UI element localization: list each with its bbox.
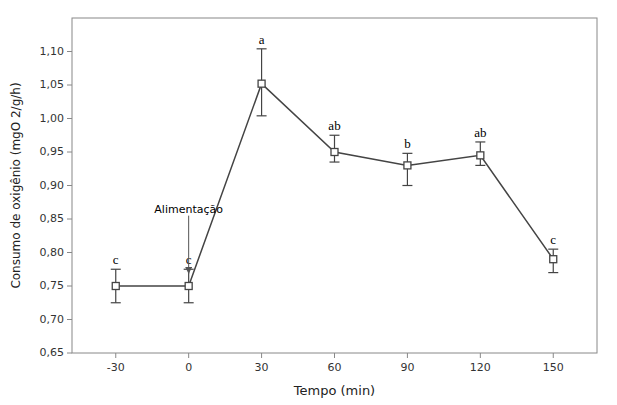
annotation-arrow	[188, 216, 189, 274]
y-tick	[67, 152, 72, 153]
y-tick	[67, 353, 72, 354]
y-tick	[67, 219, 72, 220]
error-bar-cap	[548, 272, 558, 273]
y-tick	[67, 85, 72, 86]
error-bar	[402, 153, 412, 185]
y-tick	[67, 118, 72, 119]
x-tick	[188, 353, 189, 358]
y-tick-label: 0,75	[40, 279, 65, 292]
y-tick	[67, 252, 72, 253]
point-label: b	[404, 136, 411, 151]
point	[550, 256, 557, 263]
error-bar-cap	[330, 161, 340, 162]
x-tick	[407, 353, 408, 358]
error-bar	[257, 49, 267, 116]
y-tick-label: 1,00	[40, 112, 65, 125]
annotation: Alimentação	[154, 203, 223, 216]
point	[112, 283, 119, 290]
line	[116, 84, 554, 286]
y-tick	[67, 185, 72, 186]
x-tick-label: -30	[107, 361, 125, 374]
data-group	[111, 49, 559, 303]
x-axis-label: Tempo (min)	[293, 383, 375, 398]
point-label: c	[113, 252, 119, 267]
x-tick-label: 90	[400, 361, 414, 374]
x-tick	[261, 353, 262, 358]
y-tick-label: 0,65	[40, 346, 65, 359]
x-tick-label: 0	[185, 361, 192, 374]
error-bar-cap	[257, 115, 267, 116]
point	[477, 152, 484, 159]
error-bar	[475, 142, 485, 165]
error-bar-cap	[184, 302, 194, 303]
y-tick-label: 0,80	[40, 246, 65, 259]
x-tick-label: 150	[543, 361, 564, 374]
error-bar	[548, 249, 558, 272]
error-bar	[184, 269, 194, 303]
plot-frame	[72, 18, 597, 353]
y-tick	[67, 51, 72, 52]
point	[404, 162, 411, 169]
y-tick-label: 0,85	[40, 212, 65, 225]
point-label: ab	[474, 125, 486, 140]
y-axis-label: Consumo de oxigênio (mgO 2/g/h)	[9, 82, 23, 288]
error-bar-cap	[111, 302, 121, 303]
x-tick	[115, 353, 116, 358]
x-tick-label: 120	[470, 361, 491, 374]
y-tick-label: 1,10	[40, 45, 65, 58]
point	[331, 149, 338, 156]
error-bar-cap	[475, 165, 485, 166]
error-bar-cap	[257, 48, 267, 49]
x-tick-label: 60	[328, 361, 342, 374]
x-tick	[553, 353, 554, 358]
y-tick-label: 0,70	[40, 313, 65, 326]
error-bar	[111, 269, 121, 303]
y-tick	[67, 286, 72, 287]
error-bar-cap	[111, 269, 121, 270]
error-bar-cap	[475, 141, 485, 142]
chart: 0,65 0,70 0,75 0,80 0,85 0,90 0,95 1,00 1,05 1,10…	[0, 0, 617, 405]
x-tick	[480, 353, 481, 358]
error-bar-cap	[330, 135, 340, 136]
point-label: ab	[328, 118, 340, 133]
point	[258, 80, 265, 87]
point-label: a	[259, 32, 265, 47]
error-bar	[330, 135, 340, 162]
error-bar-cap	[548, 249, 558, 250]
point	[185, 283, 192, 290]
error-bar-cap	[402, 185, 412, 186]
x-tick-label: 30	[255, 361, 269, 374]
y-tick-label: 0,90	[40, 179, 65, 192]
error-bar-cap	[402, 153, 412, 154]
y-tick-label: 0,95	[40, 145, 65, 158]
x-tick	[334, 353, 335, 358]
point-label: c	[550, 232, 556, 247]
y-tick	[67, 319, 72, 320]
y-tick-label: 1,05	[40, 78, 65, 91]
